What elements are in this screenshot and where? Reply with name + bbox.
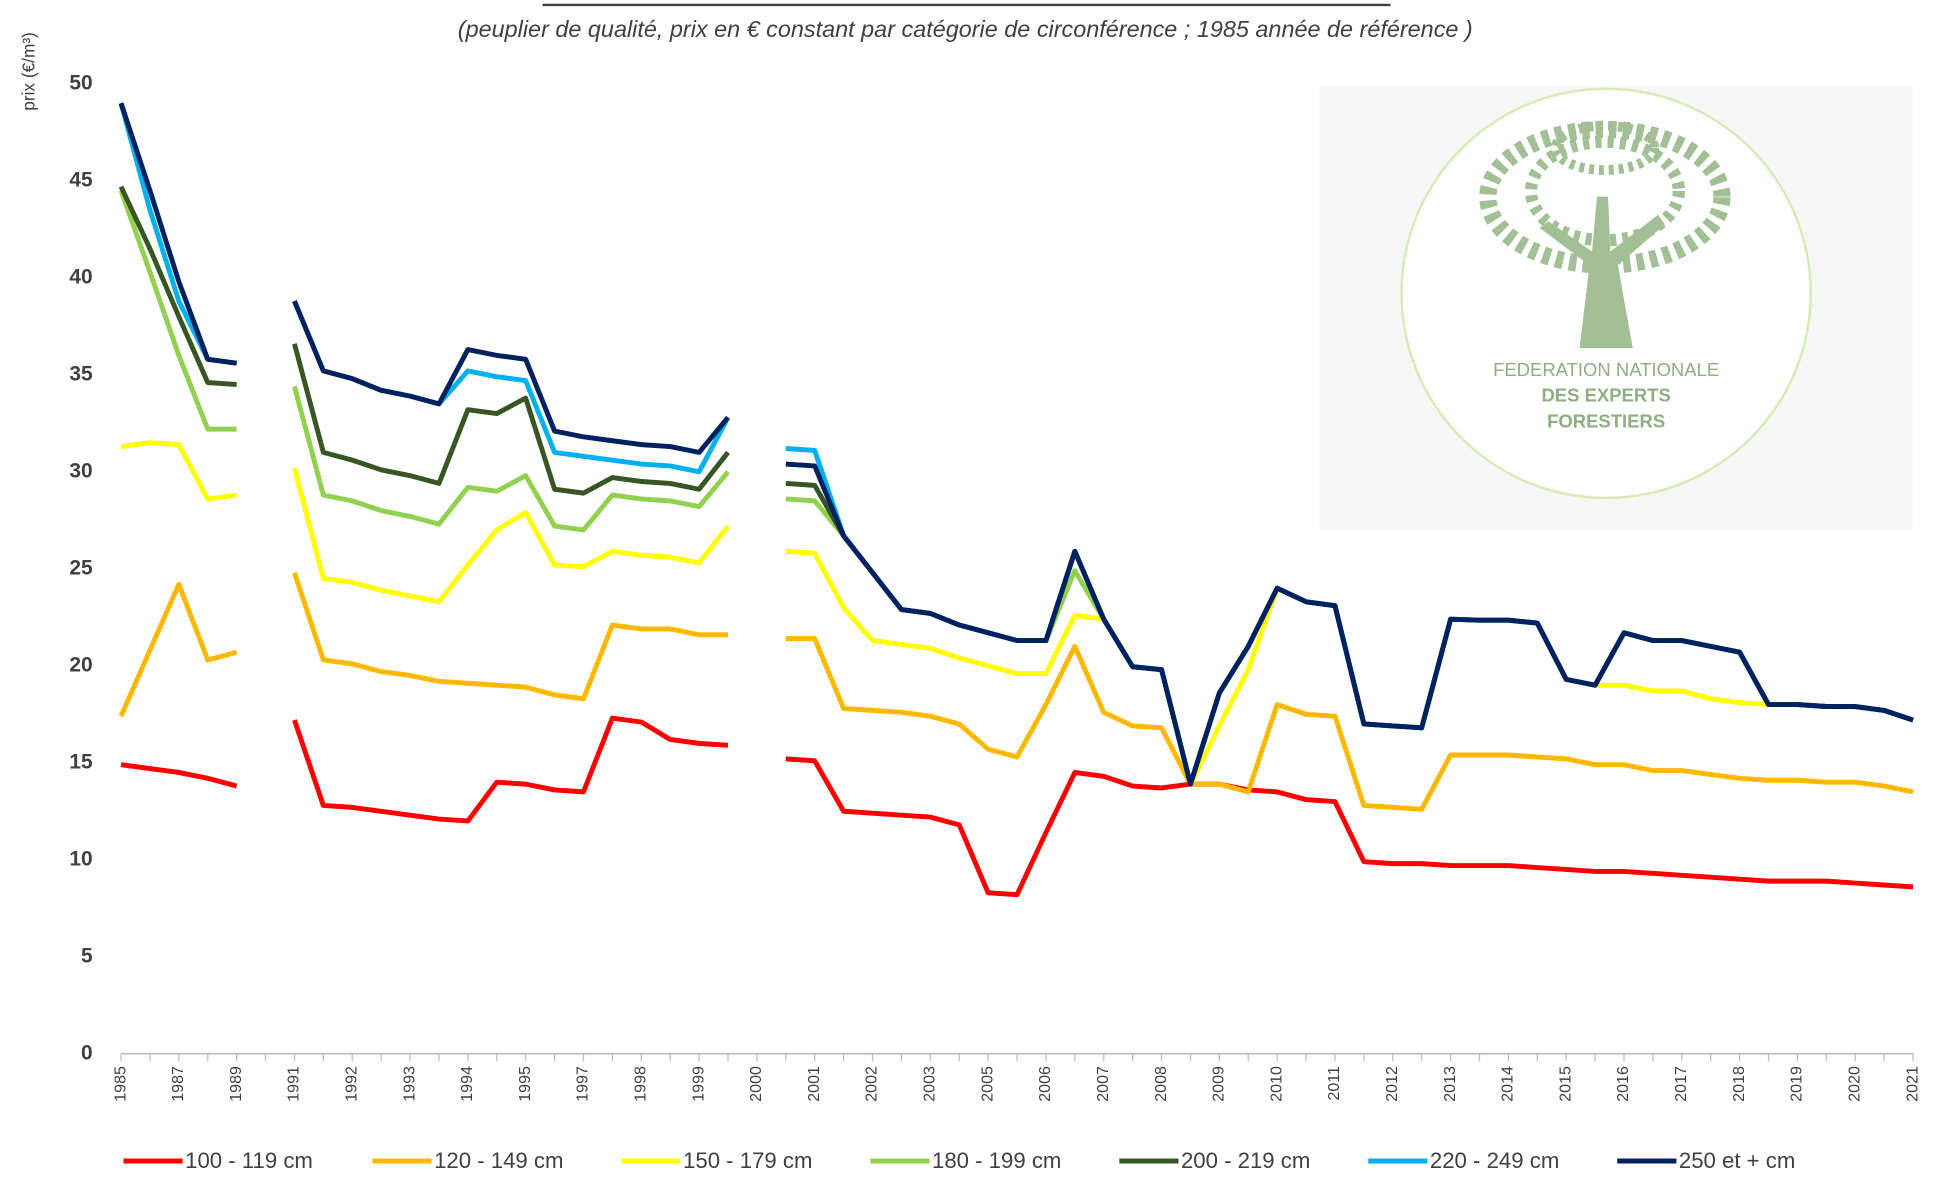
y-tick-label: 45 — [69, 168, 93, 191]
y-tick-label: 10 — [69, 847, 92, 870]
series-line — [785, 496, 1914, 787]
x-tick-label: 1997 — [574, 1066, 592, 1102]
legend-item: 250 et + cm — [1617, 1148, 1795, 1173]
x-tick-label: 2014 — [1499, 1066, 1517, 1102]
x-tick-label: 2003 — [921, 1066, 939, 1102]
x-tick-label: 2007 — [1094, 1066, 1112, 1102]
legend-label: 150 - 179 cm — [683, 1148, 812, 1173]
x-tick-label: 1995 — [516, 1066, 534, 1102]
series-line — [785, 756, 1914, 898]
legend-label: 200 - 219 cm — [1181, 1148, 1310, 1173]
x-tick-label: 2008 — [1152, 1066, 1170, 1102]
x-tick-label: 1992 — [342, 1066, 360, 1102]
legend-label: 180 - 199 cm — [932, 1148, 1061, 1173]
series-line — [785, 636, 1914, 812]
legend-label: 120 - 149 cm — [434, 1148, 563, 1173]
series-line — [118, 102, 237, 366]
x-tick-label: 2016 — [1614, 1066, 1632, 1102]
x-tick-label: 2021 — [1903, 1066, 1921, 1102]
series-line — [292, 385, 730, 533]
legend-item: 180 - 199 cm — [870, 1148, 1061, 1173]
y-tick-label: 50 — [69, 71, 92, 94]
logo-text: FEDERATION NATIONALE — [1493, 359, 1719, 380]
series-line — [785, 461, 1914, 787]
y-tick-label: 25 — [69, 556, 93, 579]
y-axis-label: prix (€/m³) — [18, 32, 38, 111]
x-tick-label: 2010 — [1267, 1066, 1285, 1102]
x-tick-label: 1991 — [285, 1066, 303, 1102]
legend-label: 250 et + cm — [1679, 1148, 1795, 1173]
series-line — [118, 185, 237, 387]
series-line — [292, 715, 729, 824]
x-tick-label: 2005 — [978, 1066, 996, 1102]
y-tick-label: 30 — [69, 459, 92, 482]
x-tick-label: 1987 — [169, 1066, 187, 1102]
series-line — [292, 300, 730, 455]
x-tick-label: 2020 — [1845, 1066, 1863, 1102]
series-line — [118, 581, 238, 718]
legend-label: 220 - 249 cm — [1430, 1148, 1559, 1173]
x-tick-label: 2012 — [1383, 1066, 1401, 1102]
x-tick-label: 2018 — [1730, 1066, 1748, 1102]
legend-item: 220 - 249 cm — [1368, 1148, 1559, 1173]
x-tick-label: 2013 — [1441, 1066, 1459, 1102]
chart-subtitle: (peuplier de qualité, prix en € constant… — [458, 16, 1473, 42]
x-tick-label: 1993 — [400, 1066, 418, 1102]
x-tick-label: 1989 — [227, 1066, 245, 1102]
legend-label: 100 - 119 cm — [185, 1148, 313, 1173]
x-tick-label: 2011 — [1325, 1066, 1343, 1101]
x-tick-label: 2009 — [1210, 1066, 1228, 1102]
x-tick-label: 2000 — [747, 1066, 765, 1102]
legend-item: 150 - 179 cm — [621, 1148, 812, 1173]
y-tick-label: 5 — [81, 944, 93, 967]
x-tick-label: 2017 — [1672, 1066, 1690, 1102]
legend-item: 100 - 119 cm — [123, 1148, 313, 1173]
series-line — [292, 343, 730, 496]
x-tick-label: 2001 — [805, 1066, 823, 1102]
series-line — [120, 762, 238, 789]
legend-item: 120 - 149 cm — [372, 1148, 563, 1173]
y-tick-label: 40 — [69, 265, 92, 288]
logo-text: DES EXPERTS — [1541, 385, 1670, 406]
y-tick-label: 15 — [69, 750, 93, 773]
logo: FEDERATION NATIONALE DES EXPERTS FORESTI… — [1318, 86, 1914, 530]
logo-tree — [1479, 120, 1731, 349]
series-line — [292, 571, 728, 702]
x-tick-label: 1998 — [632, 1066, 650, 1102]
x-tick-label: 2006 — [1036, 1066, 1054, 1102]
x-tick-label: 1985 — [111, 1066, 129, 1102]
series-line — [120, 440, 237, 502]
x-tick-label: 1999 — [689, 1066, 707, 1102]
x-tick-label: 1994 — [458, 1066, 476, 1102]
x-tick-label: 2002 — [863, 1066, 881, 1102]
x-tick-label: 2015 — [1556, 1066, 1574, 1102]
y-tick-label: 20 — [69, 653, 92, 676]
x-tick-label: 2019 — [1788, 1066, 1806, 1102]
series-line — [292, 467, 730, 605]
legend-item: 200 - 219 cm — [1119, 1148, 1310, 1173]
logo-text: FORESTIERS — [1547, 411, 1665, 432]
series-line — [118, 189, 237, 432]
y-tick-label: 35 — [69, 362, 93, 385]
y-tick-label: 0 — [81, 1041, 93, 1064]
